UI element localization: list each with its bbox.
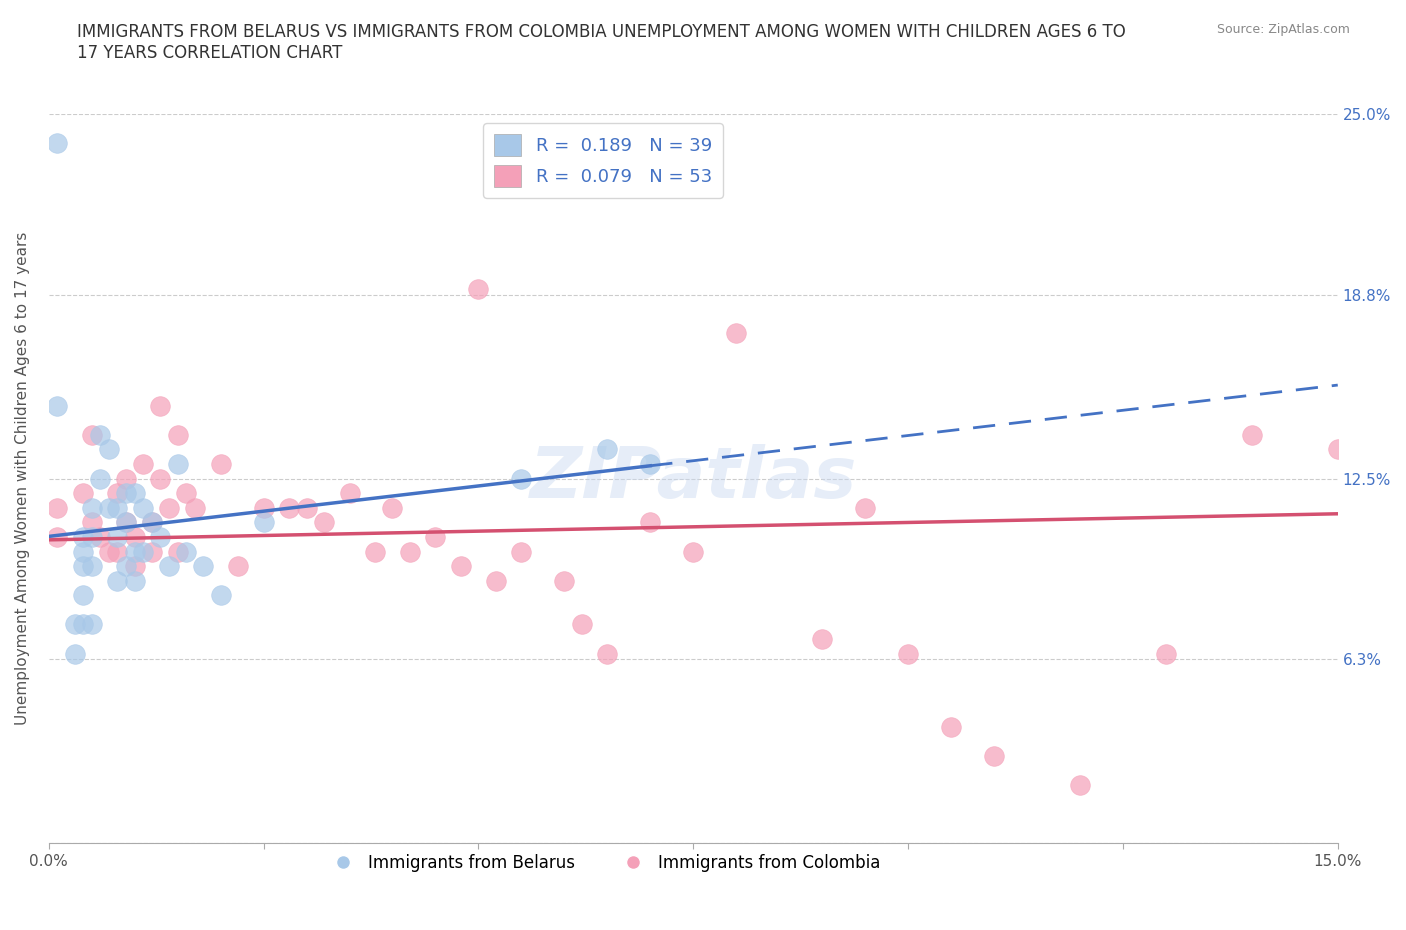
Point — [46, 500, 69, 515]
Point — [115, 559, 138, 574]
Point — [510, 472, 533, 486]
Point — [124, 485, 146, 500]
Point — [115, 515, 138, 530]
Point — [339, 485, 361, 500]
Point — [174, 485, 197, 500]
Point — [510, 544, 533, 559]
Point — [381, 500, 404, 515]
Point — [596, 646, 619, 661]
Point — [725, 326, 748, 340]
Point — [124, 559, 146, 574]
Point — [132, 457, 155, 472]
Point — [46, 529, 69, 544]
Point — [80, 617, 103, 631]
Point — [1069, 777, 1091, 792]
Point — [80, 428, 103, 443]
Point — [141, 515, 163, 530]
Point — [209, 457, 232, 472]
Point — [124, 573, 146, 588]
Legend: Immigrants from Belarus, Immigrants from Colombia: Immigrants from Belarus, Immigrants from… — [319, 847, 887, 879]
Point — [107, 485, 129, 500]
Point — [72, 529, 94, 544]
Point — [46, 136, 69, 151]
Point — [166, 428, 188, 443]
Point — [141, 515, 163, 530]
Point — [115, 515, 138, 530]
Point — [166, 544, 188, 559]
Point — [63, 617, 86, 631]
Point — [364, 544, 387, 559]
Point — [141, 544, 163, 559]
Point — [312, 515, 335, 530]
Point — [97, 442, 120, 457]
Point — [46, 398, 69, 413]
Point — [553, 573, 575, 588]
Point — [72, 485, 94, 500]
Point — [80, 500, 103, 515]
Point — [596, 442, 619, 457]
Point — [640, 515, 662, 530]
Point — [149, 529, 172, 544]
Point — [124, 529, 146, 544]
Point — [107, 544, 129, 559]
Point — [1240, 428, 1263, 443]
Point — [107, 573, 129, 588]
Point — [72, 559, 94, 574]
Point — [811, 631, 834, 646]
Point — [682, 544, 704, 559]
Point — [80, 515, 103, 530]
Point — [853, 500, 876, 515]
Point — [97, 500, 120, 515]
Point — [89, 428, 111, 443]
Text: ZIPatlas: ZIPatlas — [530, 445, 856, 513]
Point — [80, 529, 103, 544]
Point — [184, 500, 207, 515]
Point — [484, 573, 506, 588]
Point — [983, 749, 1005, 764]
Point — [107, 500, 129, 515]
Point — [149, 472, 172, 486]
Point — [149, 398, 172, 413]
Point — [132, 544, 155, 559]
Point — [63, 646, 86, 661]
Point — [1326, 442, 1348, 457]
Point — [80, 559, 103, 574]
Point — [226, 559, 249, 574]
Point — [107, 529, 129, 544]
Point — [115, 472, 138, 486]
Point — [209, 588, 232, 603]
Point — [897, 646, 920, 661]
Point — [450, 559, 472, 574]
Text: Source: ZipAtlas.com: Source: ZipAtlas.com — [1216, 23, 1350, 36]
Point — [193, 559, 215, 574]
Point — [571, 617, 593, 631]
Point — [939, 719, 962, 734]
Y-axis label: Unemployment Among Women with Children Ages 6 to 17 years: Unemployment Among Women with Children A… — [15, 232, 30, 725]
Point — [72, 617, 94, 631]
Text: IMMIGRANTS FROM BELARUS VS IMMIGRANTS FROM COLOMBIA UNEMPLOYMENT AMONG WOMEN WIT: IMMIGRANTS FROM BELARUS VS IMMIGRANTS FR… — [77, 23, 1126, 62]
Point — [252, 500, 274, 515]
Point — [115, 485, 138, 500]
Point — [132, 500, 155, 515]
Point — [174, 544, 197, 559]
Point — [295, 500, 318, 515]
Point — [157, 500, 180, 515]
Point — [72, 588, 94, 603]
Point — [124, 544, 146, 559]
Point — [467, 282, 489, 297]
Point — [97, 544, 120, 559]
Point — [72, 544, 94, 559]
Point — [425, 529, 447, 544]
Point — [278, 500, 301, 515]
Point — [166, 457, 188, 472]
Point — [89, 529, 111, 544]
Point — [89, 472, 111, 486]
Point — [398, 544, 420, 559]
Point — [157, 559, 180, 574]
Point — [1154, 646, 1177, 661]
Point — [252, 515, 274, 530]
Point — [640, 457, 662, 472]
